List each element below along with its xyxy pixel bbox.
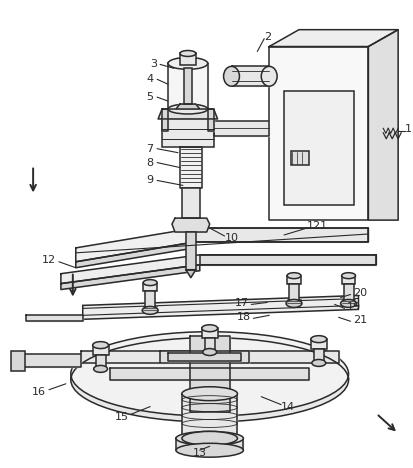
Ellipse shape — [286, 273, 300, 278]
Ellipse shape — [340, 300, 356, 307]
Ellipse shape — [223, 66, 239, 86]
Polygon shape — [268, 29, 397, 46]
Text: 18: 18 — [237, 312, 251, 322]
Bar — [286, 276, 300, 284]
Polygon shape — [61, 265, 199, 290]
Bar — [341, 276, 355, 284]
Bar — [95, 355, 105, 369]
Text: 10: 10 — [224, 233, 238, 243]
Polygon shape — [181, 394, 237, 439]
Polygon shape — [83, 295, 358, 319]
Text: 5: 5 — [146, 92, 153, 102]
Ellipse shape — [168, 58, 207, 69]
Polygon shape — [76, 242, 195, 268]
Bar — [185, 232, 195, 270]
Ellipse shape — [176, 443, 243, 457]
Ellipse shape — [93, 366, 107, 373]
Bar — [11, 351, 25, 371]
Polygon shape — [176, 439, 243, 450]
Bar — [180, 53, 195, 66]
Ellipse shape — [176, 431, 243, 445]
Polygon shape — [190, 336, 229, 411]
Polygon shape — [161, 109, 168, 131]
Text: 15: 15 — [114, 411, 128, 422]
Text: 8: 8 — [146, 158, 153, 168]
Polygon shape — [268, 46, 368, 220]
Ellipse shape — [93, 342, 108, 349]
Polygon shape — [26, 315, 83, 322]
Ellipse shape — [142, 307, 158, 314]
Bar — [288, 284, 298, 303]
Text: 21: 21 — [353, 315, 367, 325]
Ellipse shape — [168, 104, 207, 114]
Bar — [313, 349, 323, 363]
Polygon shape — [199, 255, 375, 265]
Polygon shape — [110, 368, 308, 380]
Text: 14: 14 — [280, 402, 294, 411]
Text: 16: 16 — [32, 387, 46, 397]
Text: 20: 20 — [353, 287, 367, 298]
Text: 4: 4 — [146, 74, 153, 84]
Ellipse shape — [285, 300, 301, 307]
Ellipse shape — [181, 387, 237, 401]
Polygon shape — [180, 146, 201, 189]
Ellipse shape — [201, 325, 217, 332]
Polygon shape — [168, 63, 207, 109]
Polygon shape — [176, 104, 199, 109]
Ellipse shape — [310, 336, 326, 343]
Ellipse shape — [180, 51, 195, 57]
Polygon shape — [76, 228, 368, 262]
Polygon shape — [213, 121, 268, 136]
Bar — [290, 151, 308, 165]
Bar — [181, 189, 199, 218]
Polygon shape — [171, 218, 209, 232]
Bar — [183, 68, 191, 104]
Ellipse shape — [261, 66, 276, 86]
Text: 7: 7 — [146, 144, 153, 154]
Ellipse shape — [202, 349, 216, 356]
Text: 13: 13 — [192, 448, 206, 458]
Polygon shape — [160, 351, 249, 363]
Polygon shape — [168, 353, 241, 361]
Text: 17: 17 — [235, 299, 249, 308]
Bar — [93, 345, 108, 355]
Bar — [161, 119, 213, 146]
Ellipse shape — [71, 332, 348, 416]
Ellipse shape — [71, 337, 348, 422]
Polygon shape — [368, 29, 397, 220]
Ellipse shape — [143, 279, 157, 285]
Polygon shape — [158, 109, 217, 119]
Text: 12: 12 — [42, 255, 56, 265]
Polygon shape — [195, 228, 368, 242]
Text: 2: 2 — [263, 32, 271, 42]
Polygon shape — [61, 255, 375, 284]
Ellipse shape — [341, 273, 355, 278]
Polygon shape — [207, 109, 213, 131]
Bar — [145, 291, 155, 310]
Ellipse shape — [311, 359, 325, 366]
Text: 9: 9 — [146, 176, 153, 185]
Bar — [310, 339, 326, 349]
Polygon shape — [231, 66, 268, 86]
Text: 19: 19 — [346, 302, 360, 313]
Bar — [204, 338, 214, 352]
Text: 3: 3 — [150, 59, 157, 69]
Bar — [143, 283, 157, 291]
Bar — [201, 328, 217, 338]
Polygon shape — [185, 270, 195, 278]
Bar — [343, 284, 353, 303]
Text: 1: 1 — [404, 124, 411, 134]
Bar — [283, 91, 353, 205]
Text: 121: 121 — [306, 221, 327, 231]
Polygon shape — [19, 354, 81, 367]
Ellipse shape — [181, 431, 237, 445]
Polygon shape — [81, 351, 338, 363]
